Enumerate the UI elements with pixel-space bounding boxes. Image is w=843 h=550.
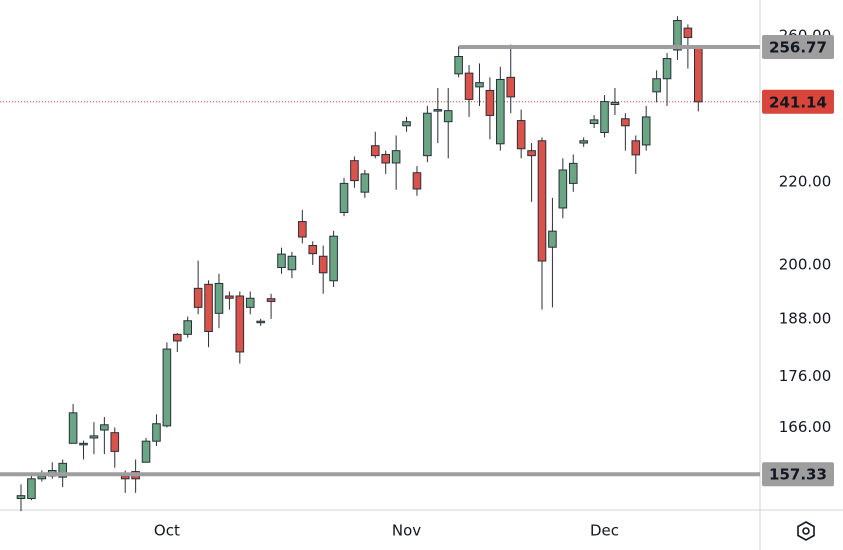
candle-body [183, 320, 193, 335]
candle-body [516, 120, 526, 150]
candle-body [58, 462, 67, 478]
candle-body [621, 118, 630, 127]
candle-body [662, 58, 672, 80]
settings-icon[interactable] [797, 521, 815, 541]
candle-body [631, 140, 641, 156]
candle-body [308, 245, 318, 255]
candle-body [548, 230, 557, 248]
candle-body [110, 432, 120, 452]
candle-body [360, 173, 370, 193]
candle-body [443, 110, 453, 123]
candle-body [225, 295, 234, 299]
x-tick-label: Oct [154, 522, 180, 540]
level-label: 256.77 [769, 39, 827, 57]
candle-body [537, 140, 547, 262]
last-price-label: 241.14 [769, 93, 827, 111]
candle-body [298, 221, 307, 238]
candle-body [204, 283, 213, 332]
candle-body [610, 101, 620, 105]
candle-body [600, 101, 609, 133]
candle-body [423, 112, 432, 157]
candle-body [694, 45, 703, 103]
y-tick-label: 200.00 [779, 255, 832, 273]
candle-body [391, 150, 401, 164]
candle-body [266, 298, 276, 302]
candle-body [68, 412, 78, 444]
candle-body [475, 82, 484, 88]
candle-body [16, 495, 26, 500]
level-label: 157.33 [769, 466, 827, 484]
candle-body [100, 424, 109, 431]
candle-body [381, 153, 390, 164]
candle-body [527, 150, 536, 157]
candle-body [579, 140, 588, 144]
candle-body [193, 287, 203, 308]
candle-body [370, 145, 380, 157]
candle-body [37, 475, 47, 480]
candle-body [152, 423, 161, 442]
candle-body [256, 320, 265, 324]
candle-body [568, 162, 578, 184]
y-tick-label: 220.00 [779, 172, 832, 190]
level-label-box [762, 462, 834, 487]
candle-body [89, 435, 99, 439]
candle-body [162, 348, 172, 427]
candle-body [235, 295, 245, 353]
candle-body [433, 109, 443, 112]
candle-body [141, 440, 151, 463]
x-tick-label: Dec [590, 522, 619, 540]
candle-body [652, 78, 661, 93]
candle-body [454, 55, 463, 75]
candle-body [402, 121, 411, 127]
candle-body [245, 297, 255, 308]
level-label-box [762, 35, 834, 60]
last-price-box [762, 89, 834, 114]
candle-body [350, 160, 359, 182]
candle-body [318, 255, 328, 274]
x-tick-label: Nov [392, 522, 421, 540]
candle-body [214, 282, 224, 314]
candle-body [277, 253, 286, 269]
candle-body [558, 169, 568, 209]
y-tick-label: 176.00 [779, 367, 832, 385]
candle-body [464, 72, 474, 100]
candle-body [339, 182, 349, 213]
candle-body [683, 27, 693, 38]
candle-body [287, 255, 297, 271]
candle-body [673, 20, 682, 51]
candle-body [79, 442, 88, 446]
candle-body [173, 333, 182, 342]
candle-body [496, 78, 505, 145]
candle-body [589, 119, 599, 125]
candle-body [506, 76, 516, 98]
y-tick-label: 188.00 [779, 309, 832, 327]
candle-body [641, 116, 651, 146]
candle-body [27, 478, 36, 500]
candle-body [485, 89, 495, 116]
candle-body [329, 235, 338, 282]
candle-body [412, 172, 422, 190]
candle-body [120, 475, 130, 480]
y-tick-label: 166.00 [779, 418, 832, 436]
